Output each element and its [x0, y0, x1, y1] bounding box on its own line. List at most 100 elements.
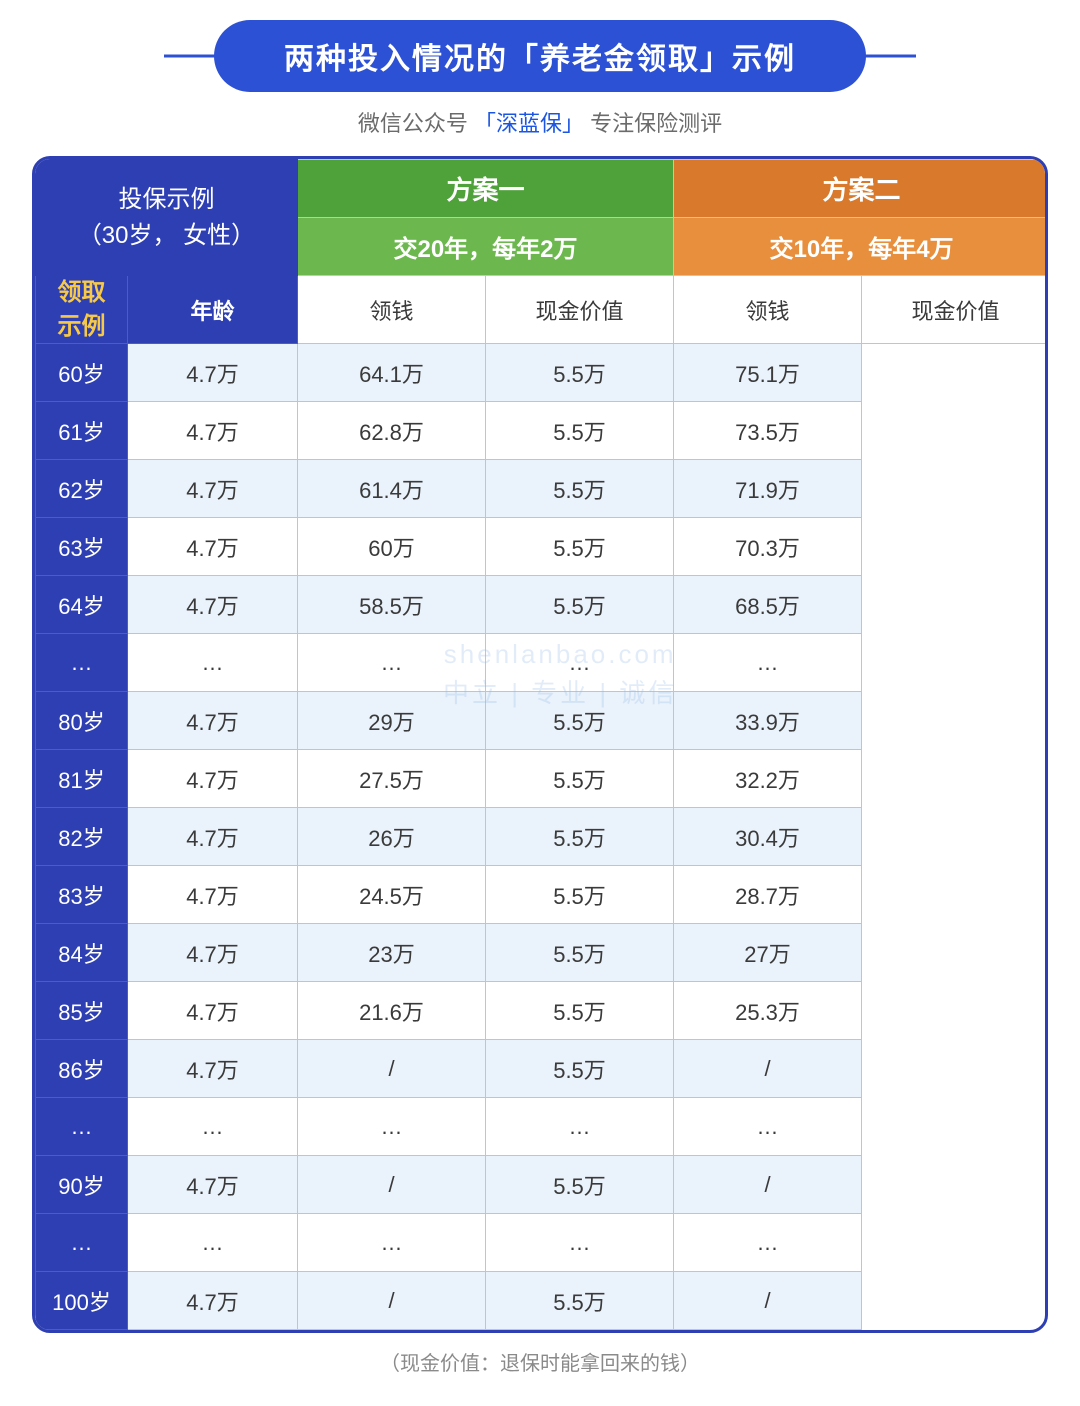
- plan1-receive: 4.7万: [128, 344, 298, 402]
- page-title: 两种投入情况的「养老金领取」示例: [214, 20, 866, 92]
- table-row: 82岁4.7万26万5.5万30.4万: [36, 808, 1049, 866]
- side-label-line1: 领取: [36, 276, 127, 310]
- pension-table-container: 投保示例 （30岁， 女性） 方案一 方案二 交20年，每年2万 交10年，每年…: [32, 156, 1048, 1333]
- plan1-cash: /: [298, 1272, 486, 1330]
- plan2-receive: 5.5万: [486, 1272, 674, 1330]
- table-row: 62岁4.7万61.4万5.5万71.9万: [36, 460, 1049, 518]
- subtitle-brand: 「深蓝保」: [474, 111, 584, 136]
- plan1-cash: …: [298, 634, 486, 692]
- header-plan1: 方案一: [298, 160, 674, 218]
- plan2-cash: 73.5万: [674, 402, 862, 460]
- plan1-receive: 4.7万: [128, 1040, 298, 1098]
- table-row: 84岁4.7万23万5.5万27万: [36, 924, 1049, 982]
- plan1-receive: 4.7万: [128, 1156, 298, 1214]
- age-cell: 61岁: [36, 402, 128, 460]
- plan2-receive: 5.5万: [486, 344, 674, 402]
- plan2-receive: 5.5万: [486, 924, 674, 982]
- header-plan1-desc: 交20年，每年2万: [298, 218, 674, 276]
- plan1-cash: …: [298, 1214, 486, 1272]
- plan1-cash: 21.6万: [298, 982, 486, 1040]
- plan2-cash: 75.1万: [674, 344, 862, 402]
- age-cell: 80岁: [36, 692, 128, 750]
- plan1-cash: 26万: [298, 808, 486, 866]
- plan2-cash: 30.4万: [674, 808, 862, 866]
- table-row: 80岁4.7万29万5.5万33.9万: [36, 692, 1049, 750]
- table-row: ……………: [36, 1098, 1049, 1156]
- age-cell: 81岁: [36, 750, 128, 808]
- plan1-cash: …: [298, 1098, 486, 1156]
- plan2-receive: 5.5万: [486, 518, 674, 576]
- plan1-receive: 4.7万: [128, 982, 298, 1040]
- col-cash-2: 现金价值: [862, 276, 1048, 344]
- age-cell: 84岁: [36, 924, 128, 982]
- table-row: ……………: [36, 634, 1049, 692]
- plan2-cash: 32.2万: [674, 750, 862, 808]
- subtitle-prefix: 微信公众号: [358, 111, 468, 136]
- col-age: 年龄: [128, 276, 298, 344]
- plan1-cash: 24.5万: [298, 866, 486, 924]
- plan2-receive: 5.5万: [486, 402, 674, 460]
- age-cell: …: [36, 634, 128, 692]
- plan1-cash: 27.5万: [298, 750, 486, 808]
- table-row: ……………: [36, 1214, 1049, 1272]
- col-cash-1: 现金价值: [486, 276, 674, 344]
- plan1-receive: 4.7万: [128, 808, 298, 866]
- table-row: 60岁4.7万64.1万5.5万75.1万: [36, 344, 1049, 402]
- plan1-receive: …: [128, 634, 298, 692]
- plan1-receive: 4.7万: [128, 576, 298, 634]
- age-cell: …: [36, 1098, 128, 1156]
- plan2-receive: 5.5万: [486, 1040, 674, 1098]
- table-row: 63岁4.7万60万5.5万70.3万: [36, 518, 1049, 576]
- col-receive-1: 领钱: [298, 276, 486, 344]
- plan1-cash: /: [298, 1156, 486, 1214]
- plan1-cash: 64.1万: [298, 344, 486, 402]
- plan1-receive: 4.7万: [128, 1272, 298, 1330]
- plan1-cash: 61.4万: [298, 460, 486, 518]
- table-row: 61岁4.7万62.8万5.5万73.5万: [36, 402, 1049, 460]
- plan1-cash: /: [298, 1040, 486, 1098]
- plan2-receive: 5.5万: [486, 750, 674, 808]
- plan1-receive: 4.7万: [128, 402, 298, 460]
- plan1-receive: 4.7万: [128, 460, 298, 518]
- plan2-receive: 5.5万: [486, 460, 674, 518]
- table-row: 64岁4.7万58.5万5.5万68.5万: [36, 576, 1049, 634]
- plan1-cash: 62.8万: [298, 402, 486, 460]
- plan2-cash: 33.9万: [674, 692, 862, 750]
- plan2-receive: …: [486, 1098, 674, 1156]
- age-cell: 64岁: [36, 576, 128, 634]
- header-example-line1: 投保示例: [36, 182, 297, 218]
- plan1-receive: …: [128, 1098, 298, 1156]
- plan1-cash: 23万: [298, 924, 486, 982]
- plan2-receive: 5.5万: [486, 692, 674, 750]
- plan1-cash: 29万: [298, 692, 486, 750]
- plan2-receive: …: [486, 634, 674, 692]
- age-cell: 83岁: [36, 866, 128, 924]
- table-row: 86岁4.7万/5.5万/: [36, 1040, 1049, 1098]
- table-row: 81岁4.7万27.5万5.5万32.2万: [36, 750, 1049, 808]
- plan2-cash: /: [674, 1040, 862, 1098]
- plan1-receive: 4.7万: [128, 692, 298, 750]
- table-row: 100岁4.7万/5.5万/: [36, 1272, 1049, 1330]
- plan2-cash: …: [674, 1098, 862, 1156]
- plan2-cash: 28.7万: [674, 866, 862, 924]
- plan2-receive: 5.5万: [486, 982, 674, 1040]
- plan2-cash: 71.9万: [674, 460, 862, 518]
- plan1-receive: …: [128, 1214, 298, 1272]
- header-example: 投保示例 （30岁， 女性）: [36, 160, 298, 276]
- header-example-line2: （30岁， 女性）: [36, 218, 297, 254]
- plan2-cash: …: [674, 1214, 862, 1272]
- plan2-receive: 5.5万: [486, 808, 674, 866]
- side-label-line2: 示例: [36, 310, 127, 344]
- plan2-cash: /: [674, 1272, 862, 1330]
- plan1-cash: 60万: [298, 518, 486, 576]
- plan1-receive: 4.7万: [128, 866, 298, 924]
- footnote: （现金价值：退保时能拿回来的钱）: [32, 1347, 1048, 1376]
- table-row: 83岁4.7万24.5万5.5万28.7万: [36, 866, 1049, 924]
- plan2-receive: 5.5万: [486, 866, 674, 924]
- age-cell: 60岁: [36, 344, 128, 402]
- plan2-receive: …: [486, 1214, 674, 1272]
- age-cell: 63岁: [36, 518, 128, 576]
- age-cell: …: [36, 1214, 128, 1272]
- plan2-cash: 68.5万: [674, 576, 862, 634]
- age-cell: 85岁: [36, 982, 128, 1040]
